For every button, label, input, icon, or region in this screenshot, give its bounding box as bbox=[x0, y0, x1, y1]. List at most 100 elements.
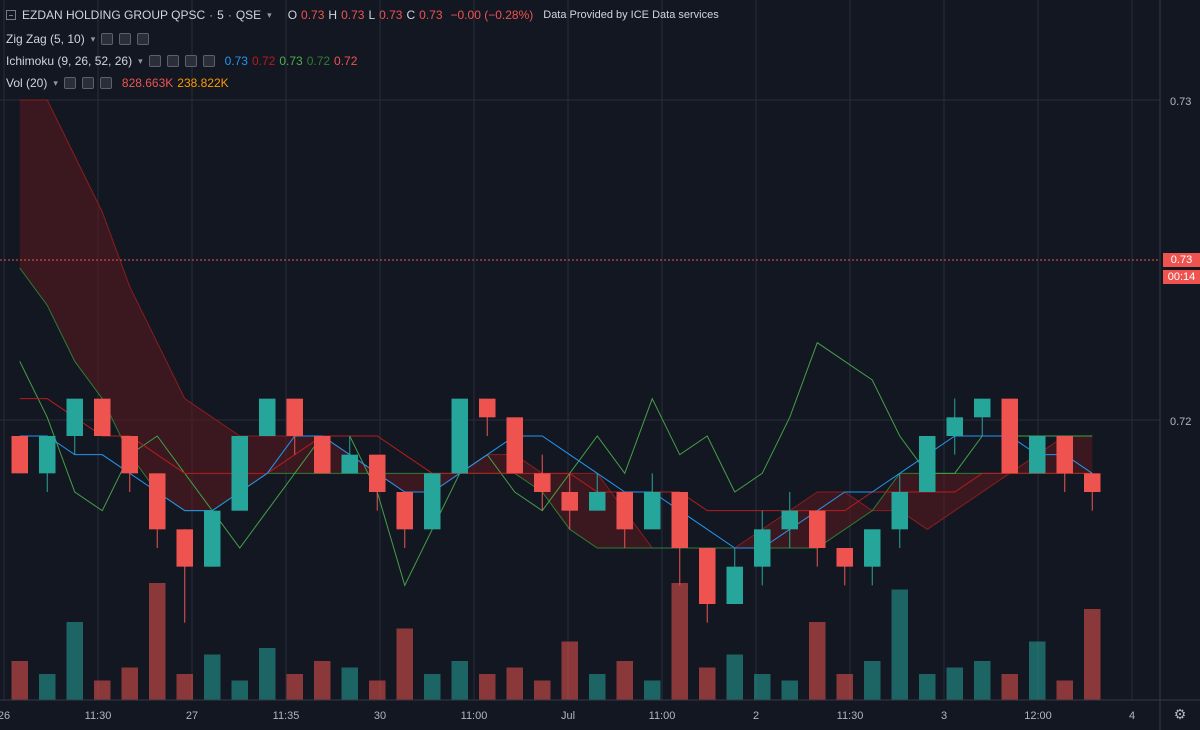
volume-bar bbox=[231, 680, 248, 700]
candle-body bbox=[809, 510, 826, 548]
gear-icon[interactable] bbox=[119, 33, 132, 45]
volume-bar bbox=[369, 680, 386, 700]
volume-bar bbox=[149, 583, 166, 700]
gear-icon[interactable] bbox=[166, 55, 179, 67]
symbol-legend: EZDAN HOLDING GROUP QPSC · 5 · QSE ▾ O 0.… bbox=[6, 8, 719, 22]
close-icon[interactable] bbox=[99, 77, 112, 89]
volume-label[interactable]: Vol (20) bbox=[6, 76, 48, 90]
ichimoku-leading-b-value: 0.72 bbox=[334, 54, 358, 68]
chevron-down-icon[interactable]: ▾ bbox=[138, 55, 143, 66]
volume-bar bbox=[809, 622, 826, 700]
candle-body bbox=[864, 529, 881, 567]
candle-body bbox=[1029, 436, 1046, 474]
ichimoku-leading-a-value: 0.72 bbox=[306, 54, 331, 68]
lagging-span-line bbox=[19, 341, 1093, 587]
gear-icon[interactable] bbox=[81, 77, 94, 89]
candle-body bbox=[561, 492, 578, 511]
price-tick-label: 0.72 bbox=[1170, 416, 1191, 428]
time-tick-label: 11:30 bbox=[85, 710, 112, 722]
base-line bbox=[19, 398, 1093, 512]
volume-bar bbox=[864, 661, 881, 700]
volume-bar bbox=[94, 680, 111, 700]
zigzag-label[interactable]: Zig Zag (5, 10) bbox=[6, 32, 85, 46]
chevron-down-icon[interactable]: ▾ bbox=[267, 9, 272, 20]
volume-legend: Vol (20) ▾ 828.663K 238.822K bbox=[6, 76, 229, 90]
volume-bar bbox=[314, 661, 331, 700]
candle-body bbox=[1056, 436, 1073, 474]
eye-icon[interactable] bbox=[63, 77, 76, 89]
time-tick-label: 11:00 bbox=[649, 710, 676, 722]
candle-body bbox=[836, 548, 853, 567]
candle-body bbox=[369, 454, 386, 492]
price-tick-label: 0.73 bbox=[1170, 96, 1191, 108]
volume-bar bbox=[1001, 674, 1018, 700]
candle-body bbox=[341, 454, 358, 474]
volume-bar bbox=[534, 680, 551, 700]
chevron-down-icon[interactable]: ▾ bbox=[90, 33, 96, 44]
settings-gear-icon[interactable]: ⚙ bbox=[1173, 706, 1187, 722]
volume-ma-value: 238.822K bbox=[177, 76, 229, 90]
volume-bar bbox=[946, 667, 963, 700]
volume-bar bbox=[121, 667, 138, 700]
candle-body bbox=[94, 398, 111, 436]
volume-bar bbox=[176, 674, 193, 700]
candle-body bbox=[1001, 398, 1018, 474]
candle-body bbox=[616, 492, 633, 530]
current-price-label: 0.73 bbox=[1163, 253, 1200, 267]
volume-bar bbox=[341, 667, 358, 700]
volume-bar bbox=[506, 667, 523, 700]
candle-body bbox=[396, 492, 413, 530]
zigzag-legend: Zig Zag (5, 10) ▾ bbox=[6, 32, 150, 46]
candle-body bbox=[644, 492, 661, 530]
close-value: 0.73 bbox=[419, 8, 443, 22]
candle-body bbox=[39, 436, 56, 474]
candle-body bbox=[699, 548, 716, 604]
volume-bar bbox=[616, 661, 633, 700]
candle-body bbox=[891, 492, 908, 530]
candle-body bbox=[286, 398, 303, 436]
candle-body bbox=[726, 566, 743, 604]
candle-body bbox=[671, 492, 688, 548]
eye-icon[interactable] bbox=[101, 33, 114, 45]
time-tick-label: 2 bbox=[753, 710, 759, 722]
candle-body bbox=[919, 436, 936, 492]
source-code-icon[interactable] bbox=[184, 55, 197, 67]
candle-body bbox=[1084, 473, 1101, 492]
open-label: O bbox=[287, 8, 298, 22]
volume-bar bbox=[1084, 609, 1101, 700]
candle-body bbox=[149, 473, 166, 530]
symbol-name[interactable]: EZDAN HOLDING GROUP QPSC bbox=[22, 8, 206, 22]
volume-bar bbox=[39, 674, 56, 700]
volume-bar bbox=[259, 648, 276, 700]
candle-body bbox=[506, 417, 523, 474]
close-icon[interactable] bbox=[137, 33, 150, 45]
time-tick-label: 12:00 bbox=[1024, 710, 1052, 722]
volume-bar bbox=[479, 674, 496, 700]
candle-body bbox=[479, 398, 496, 418]
close-label: C bbox=[406, 8, 416, 22]
candle-body bbox=[11, 436, 28, 474]
time-tick-label: 30 bbox=[374, 710, 386, 722]
volume-bar bbox=[66, 622, 83, 700]
candle-body bbox=[121, 436, 138, 474]
ichimoku-label[interactable]: Ichimoku (9, 26, 52, 26) bbox=[6, 54, 133, 68]
candle-body bbox=[974, 398, 991, 418]
volume-bar bbox=[699, 667, 716, 700]
high-value: 0.73 bbox=[341, 8, 365, 22]
time-tick-label: 4 bbox=[1129, 710, 1135, 722]
candle-body bbox=[204, 510, 221, 567]
volume-bar bbox=[671, 583, 688, 700]
exchange[interactable]: QSE bbox=[235, 8, 262, 22]
interval[interactable]: 5 bbox=[217, 8, 224, 22]
chevron-down-icon[interactable]: ▾ bbox=[53, 77, 58, 88]
data-provider: Data Provided by ICE Data services bbox=[543, 9, 719, 21]
close-icon[interactable] bbox=[202, 55, 215, 67]
ichimoku-lagging-value: 0.73 bbox=[279, 54, 303, 68]
volume-bar bbox=[589, 674, 606, 700]
volume-bar bbox=[424, 674, 441, 700]
collapse-icon[interactable] bbox=[6, 10, 16, 20]
eye-icon[interactable] bbox=[148, 55, 161, 67]
volume-bar bbox=[836, 674, 853, 700]
volume-bar bbox=[204, 654, 221, 700]
